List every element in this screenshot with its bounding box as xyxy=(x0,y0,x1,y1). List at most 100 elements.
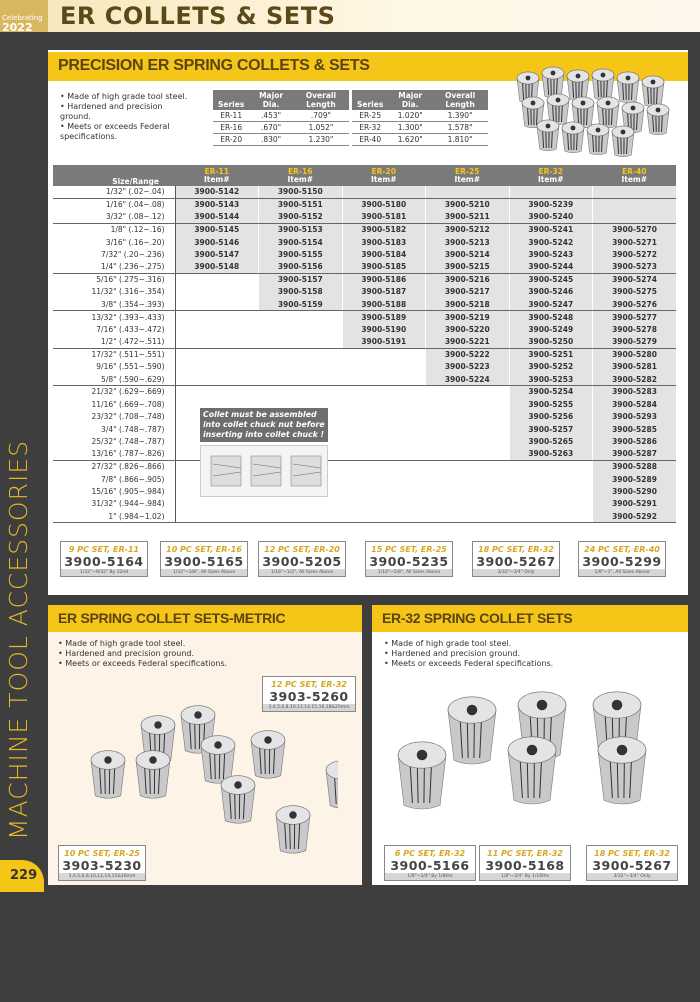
series-column-header: ER-32 Item# xyxy=(509,165,593,186)
set-size-range: 1/8"~3/4" By 1/8ths xyxy=(385,873,475,880)
collet-icon xyxy=(566,69,590,102)
table-row: 1/32" (.02~.04) 3900-5142 3900-5150 xyxy=(53,186,676,199)
item-number-cell: 3900-5155 xyxy=(258,248,342,261)
section-title: ER SPRING COLLET SETS-METRIC xyxy=(48,605,362,632)
table-row: 1/8" (.12~.16) 3900-5145 3900-5153 3900-518… xyxy=(53,223,676,236)
item-number-cell: 3900-5144 xyxy=(174,210,259,224)
size-range-cell: 1/16" (.04~.08) xyxy=(53,198,176,211)
item-number-cell xyxy=(175,323,259,335)
series-name: ER-11 xyxy=(204,166,229,176)
spec-cell: 1.230" xyxy=(292,133,349,146)
set-item-box[interactable]: 10 PC SET, ER-25 3903-5230 3,4,5,6,8,10,12… xyxy=(58,845,146,881)
item-number-cell: 3900-5283 xyxy=(592,385,676,398)
item-number-cell: 3900-5210 xyxy=(425,198,509,211)
set-item-box[interactable]: 6 PC SET, ER-32 3900-5166 1/8"~3/4" By 1/8… xyxy=(384,845,476,881)
item-number-cell: 3900-5271 xyxy=(592,235,676,249)
item-number-cell xyxy=(342,423,426,435)
collet-icon xyxy=(536,119,560,152)
item-number-cell: 3900-5218 xyxy=(425,298,509,312)
item-number-cell xyxy=(342,373,426,387)
item-number-cell: 3900-5142 xyxy=(174,186,259,199)
set-size-range: 3/32"~3/4" Only xyxy=(587,873,677,880)
item-number-cell xyxy=(342,435,426,447)
table-row: 1/16" (.04~.08) 3900-5143 3900-5151 3900-51… xyxy=(53,198,676,211)
table-row: 3/32" (.08~.12) 3900-5144 3900-5152 3900-51… xyxy=(53,210,676,224)
item-number-cell xyxy=(258,335,342,349)
set-item-number: 3900-5166 xyxy=(390,858,470,873)
item-number-cell: 3900-5240 xyxy=(508,210,593,224)
item-number-cell xyxy=(342,386,426,398)
set-size-range: 1/16"~5/8", All Sizes Above xyxy=(366,569,452,576)
item-number-cell xyxy=(426,435,510,447)
item-number-cell: 3900-5282 xyxy=(592,373,676,387)
set-item-box[interactable]: 12 PC SET, ER-32 3903-5260 3,4,5,6,8,10,12… xyxy=(262,676,356,712)
size-range-cell: 25/32" (.748~.787) xyxy=(53,435,176,448)
table-row: 25/32" (.748~.787) 3900-5265 3900-5286 xyxy=(53,435,676,448)
item-number-cell: 3900-5274 xyxy=(592,273,676,286)
collet-icon xyxy=(616,71,640,104)
item-number-cell: 3900-5154 xyxy=(258,235,342,249)
item-number-cell: 3900-5191 xyxy=(341,335,426,349)
spec-table-left: Series Major Dia. Overall Length ER-11.453"… xyxy=(213,90,349,146)
collet-icon xyxy=(561,121,585,154)
set-size-range: 1/32"~9/32" By 32nd xyxy=(61,569,147,576)
assembly-note: Collet must be assembled into collet chu… xyxy=(200,408,328,501)
item-number-cell: 3900-5224 xyxy=(425,373,509,387)
item-number-cell xyxy=(259,361,343,373)
item-number-cell: 3900-5244 xyxy=(508,260,593,274)
collet-icon xyxy=(250,730,286,779)
item-number-cell: 3900-5219 xyxy=(425,310,509,324)
item-number-cell: 3900-5158 xyxy=(258,285,342,299)
set-item-box[interactable]: 18 PC SET, ER-32 3900-5267 3/32"~3/4" Only xyxy=(472,541,560,577)
set-name: 15 PC SET, ER-25 xyxy=(371,545,447,554)
set-name: 18 PC SET, ER-32 xyxy=(478,545,554,554)
table-row: 7/32" (.20~.236) 3900-5147 3900-5155 3900-5… xyxy=(53,248,676,261)
spec-header-cell: Series xyxy=(352,90,389,110)
item-number-cell: 3900-5276 xyxy=(592,298,676,312)
collet-icon xyxy=(611,125,635,158)
table-row: 21/32" (.629~.669) 3900-5254 3900-5283 xyxy=(53,385,676,398)
size-range-cell: 13/32" (.393~.433) xyxy=(53,310,176,324)
metric-sets-panel: ER SPRING COLLET SETS-METRIC Made of hig… xyxy=(48,605,362,885)
item-number-cell: 3900-5148 xyxy=(174,260,259,274)
set-item-box[interactable]: 18 PC SET, ER-32 3900-5267 3/32"~3/4" Only xyxy=(586,845,678,881)
set-item-box[interactable]: 12 PC SET, ER-20 3900-5205 1/16"~1/2", All… xyxy=(258,541,346,577)
size-range-cell: 21/32" (.629~.669) xyxy=(53,385,176,398)
set-name: 6 PC SET, ER-32 xyxy=(394,849,466,858)
set-item-box[interactable]: 15 PC SET, ER-25 3900-5235 1/16"~5/8", All… xyxy=(365,541,453,577)
set-item-box[interactable]: 24 PC SET, ER-40 3900-5299 1/8"~1", All Si… xyxy=(578,541,666,577)
spec-cell: .453" xyxy=(249,110,293,122)
item-number-cell: 3900-5216 xyxy=(425,273,509,286)
spec-row: ER-11.453" .709" xyxy=(213,110,349,122)
collet-icon xyxy=(90,750,126,799)
item-number-cell: 3900-5285 xyxy=(592,422,676,436)
set-item-box[interactable]: 10 PC SET, ER-16 3900-5165 1/32"~3/8", All… xyxy=(160,541,248,577)
item-number-cell xyxy=(259,386,343,398)
size-range-cell: 5/8" (.590~.629) xyxy=(53,373,176,387)
item-number-cell: 3900-5275 xyxy=(592,285,676,299)
series-column-header: ER-11 Item# xyxy=(175,165,259,186)
set-size-range: 3,4,5,6,8,10,12,14,15&16mm xyxy=(59,873,145,880)
table-row: 1" (.984~1.02) 3900-5292 xyxy=(53,510,676,524)
spec-cell: 1.300" xyxy=(388,121,433,134)
item-number-cell: 3900-5182 xyxy=(341,223,426,236)
set-item-box[interactable]: 11 PC SET, ER-32 3900-5168 1/8"~3/4" By 1/… xyxy=(479,845,571,881)
set-item-number: 3900-5235 xyxy=(369,554,449,569)
size-range-cell: 1" (.984~1.02) xyxy=(53,510,176,524)
spec-header-cell: Major Dia. xyxy=(249,90,293,110)
spec-cell: 1.052" xyxy=(292,121,349,134)
size-range-cell: 15/16" (.905~.984) xyxy=(53,485,176,498)
size-range-cell: 3/32" (.08~.12) xyxy=(53,210,176,224)
page-title: ER COLLETS & SETS xyxy=(60,2,336,30)
set-name: 10 PC SET, ER-16 xyxy=(166,545,242,554)
set-size-range: 1/16"~1/2", All Sizes Above xyxy=(259,569,345,576)
item-number-cell xyxy=(259,323,343,335)
series-column-header: ER-40 Item# xyxy=(592,165,676,186)
size-range-cell: 11/16" (.669~.708) xyxy=(53,397,176,411)
table-row: 27/32" (.826~.866) 3900-5288 xyxy=(53,460,676,473)
set-item-box[interactable]: 9 PC SET, ER-11 3900-5164 1/32"~9/32" By 3… xyxy=(60,541,148,577)
spec-cell: 1.620" xyxy=(388,133,433,146)
assembly-note-text: Collet must be assembled into collet chu… xyxy=(200,408,328,442)
item-number-cell: 3900-5214 xyxy=(425,248,509,261)
item-number-cell: 3900-5250 xyxy=(508,335,593,349)
